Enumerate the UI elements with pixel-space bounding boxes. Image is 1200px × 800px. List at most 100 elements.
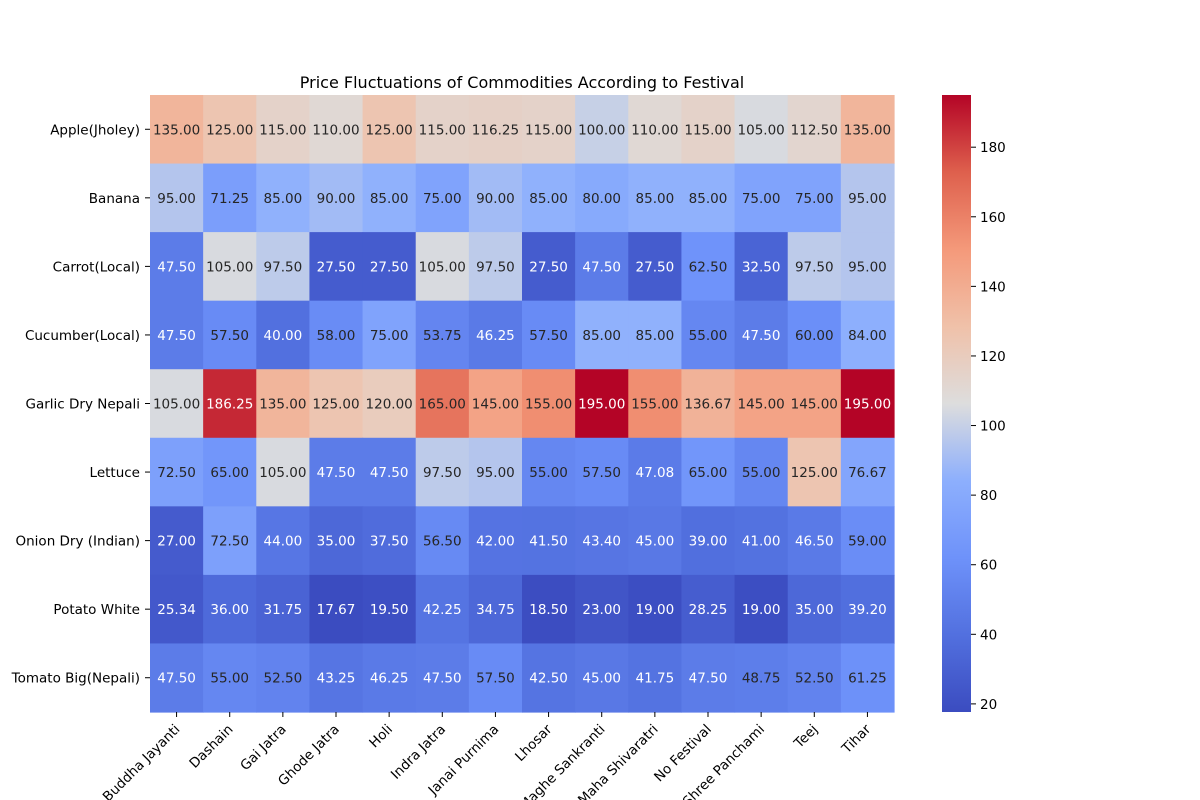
colorbar-tick-label: 160 bbox=[980, 210, 1006, 226]
heatmap-cell bbox=[575, 232, 629, 302]
heatmap-cell bbox=[203, 369, 257, 439]
cell-value-label: 84.00 bbox=[848, 328, 887, 344]
heatmap-cell bbox=[734, 574, 789, 645]
cell-value-label: 57.50 bbox=[210, 328, 249, 344]
heatmap-cell bbox=[150, 163, 204, 233]
cell-value-label: 55.00 bbox=[210, 671, 249, 687]
y-tick-label: Banana bbox=[89, 191, 140, 207]
cell-value-label: 105.00 bbox=[153, 397, 200, 413]
cell-value-label: 145.00 bbox=[791, 397, 838, 413]
heatmap-cell bbox=[150, 232, 204, 302]
heatmap-cell bbox=[575, 300, 629, 370]
heatmap-cell bbox=[787, 506, 842, 576]
heatmap-cell bbox=[468, 574, 523, 645]
cell-value-label: 97.50 bbox=[795, 259, 834, 275]
heatmap-cell bbox=[522, 437, 576, 507]
heatmap-cell bbox=[681, 300, 736, 370]
cell-value-label: 42.50 bbox=[529, 671, 568, 687]
heatmap-cell bbox=[840, 437, 895, 507]
heatmap-cell bbox=[840, 95, 895, 165]
cell-value-label: 18.50 bbox=[529, 602, 568, 618]
cell-value-label: 55.00 bbox=[529, 465, 568, 481]
cell-value-label: 105.00 bbox=[738, 122, 785, 138]
heatmap-cell bbox=[681, 232, 736, 302]
cell-value-label: 36.00 bbox=[210, 602, 249, 618]
cell-value-label: 31.75 bbox=[264, 602, 303, 618]
cell-value-label: 48.75 bbox=[742, 671, 781, 687]
cell-value-label: 55.00 bbox=[689, 328, 728, 344]
cell-value-label: 46.50 bbox=[795, 534, 834, 550]
heatmap-cell bbox=[468, 300, 523, 370]
heatmap-cell bbox=[256, 95, 311, 165]
heatmap-cell bbox=[787, 95, 842, 165]
heatmap-cell bbox=[840, 163, 895, 233]
cell-value-label: 42.25 bbox=[423, 602, 462, 618]
heatmap-cell bbox=[681, 369, 736, 439]
heatmap-cell bbox=[628, 232, 683, 302]
cell-value-label: 17.67 bbox=[317, 602, 356, 618]
cell-value-label: 72.50 bbox=[157, 465, 196, 481]
heatmap-cell bbox=[256, 163, 311, 233]
cell-value-label: 47.50 bbox=[157, 259, 196, 275]
heatmap-cell bbox=[415, 232, 470, 302]
heatmap-cell bbox=[575, 369, 629, 439]
heatmap-cell bbox=[628, 506, 683, 576]
cell-value-label: 43.40 bbox=[582, 534, 621, 550]
cell-value-label: 47.50 bbox=[582, 259, 621, 275]
cell-value-label: 47.50 bbox=[370, 465, 409, 481]
heatmap-cell bbox=[415, 506, 470, 576]
heatmap-cell bbox=[628, 163, 683, 233]
heatmap-cell bbox=[840, 574, 895, 645]
heatmap-cell bbox=[309, 300, 364, 370]
heatmap-cell bbox=[468, 437, 523, 507]
heatmap-cell bbox=[256, 369, 311, 439]
cell-value-label: 28.25 bbox=[689, 602, 728, 618]
cell-value-label: 85.00 bbox=[689, 191, 728, 207]
heatmap-cell bbox=[734, 300, 789, 370]
cell-value-label: 110.00 bbox=[312, 122, 359, 138]
heatmap-cell bbox=[415, 163, 470, 233]
cell-value-label: 95.00 bbox=[157, 191, 196, 207]
heatmap-cell bbox=[150, 574, 204, 645]
cell-value-label: 27.50 bbox=[636, 259, 675, 275]
heatmap-cell bbox=[309, 369, 364, 439]
cell-value-label: 35.00 bbox=[795, 602, 834, 618]
heatmap-cell bbox=[309, 95, 364, 165]
heatmap-cell bbox=[362, 232, 417, 302]
cell-value-label: 59.00 bbox=[848, 534, 887, 550]
y-axis: Apple(Jholey) Banana Carrot(Local) Cucumber… bbox=[11, 122, 150, 687]
y-tick-label: Tomato Big(Nepali) bbox=[11, 671, 140, 687]
heatmap-cell bbox=[575, 643, 629, 713]
cell-value-label: 58.00 bbox=[317, 328, 356, 344]
x-tick-label: Gai Jatra bbox=[237, 722, 289, 774]
colorbar-tick-label: 100 bbox=[980, 419, 1006, 435]
cell-value-label: 116.25 bbox=[472, 122, 519, 138]
heatmap-cell bbox=[575, 95, 629, 165]
heatmap-cell bbox=[734, 437, 789, 507]
heatmap-cell bbox=[681, 163, 736, 233]
heatmap-cell bbox=[415, 643, 470, 713]
heatmap-cell bbox=[787, 643, 842, 713]
x-tick-label: Teej bbox=[790, 722, 821, 753]
colorbar-tick-label: 20 bbox=[980, 697, 997, 713]
cell-value-label: 125.00 bbox=[312, 397, 359, 413]
heatmap-cell bbox=[203, 574, 257, 645]
cell-value-label: 85.00 bbox=[636, 328, 675, 344]
heatmap-cell bbox=[628, 437, 683, 507]
heatmap-cell bbox=[362, 163, 417, 233]
cell-value-label: 41.75 bbox=[636, 671, 675, 687]
colorbar-tick-label: 140 bbox=[980, 279, 1006, 295]
cell-value-label: 45.00 bbox=[582, 671, 621, 687]
heatmap-cell bbox=[362, 643, 417, 713]
cell-value-label: 135.00 bbox=[259, 397, 306, 413]
heatmap-cell bbox=[150, 437, 204, 507]
heatmap-cell bbox=[628, 643, 683, 713]
heatmap-cell bbox=[309, 232, 364, 302]
heatmap-cell bbox=[840, 506, 895, 576]
heatmap-cell bbox=[734, 643, 789, 713]
cell-value-label: 65.00 bbox=[689, 465, 728, 481]
cell-value-label: 186.25 bbox=[206, 397, 253, 413]
heatmap-cell bbox=[468, 643, 523, 713]
cell-value-label: 19.00 bbox=[636, 602, 675, 618]
heatmap-cell bbox=[522, 369, 576, 439]
